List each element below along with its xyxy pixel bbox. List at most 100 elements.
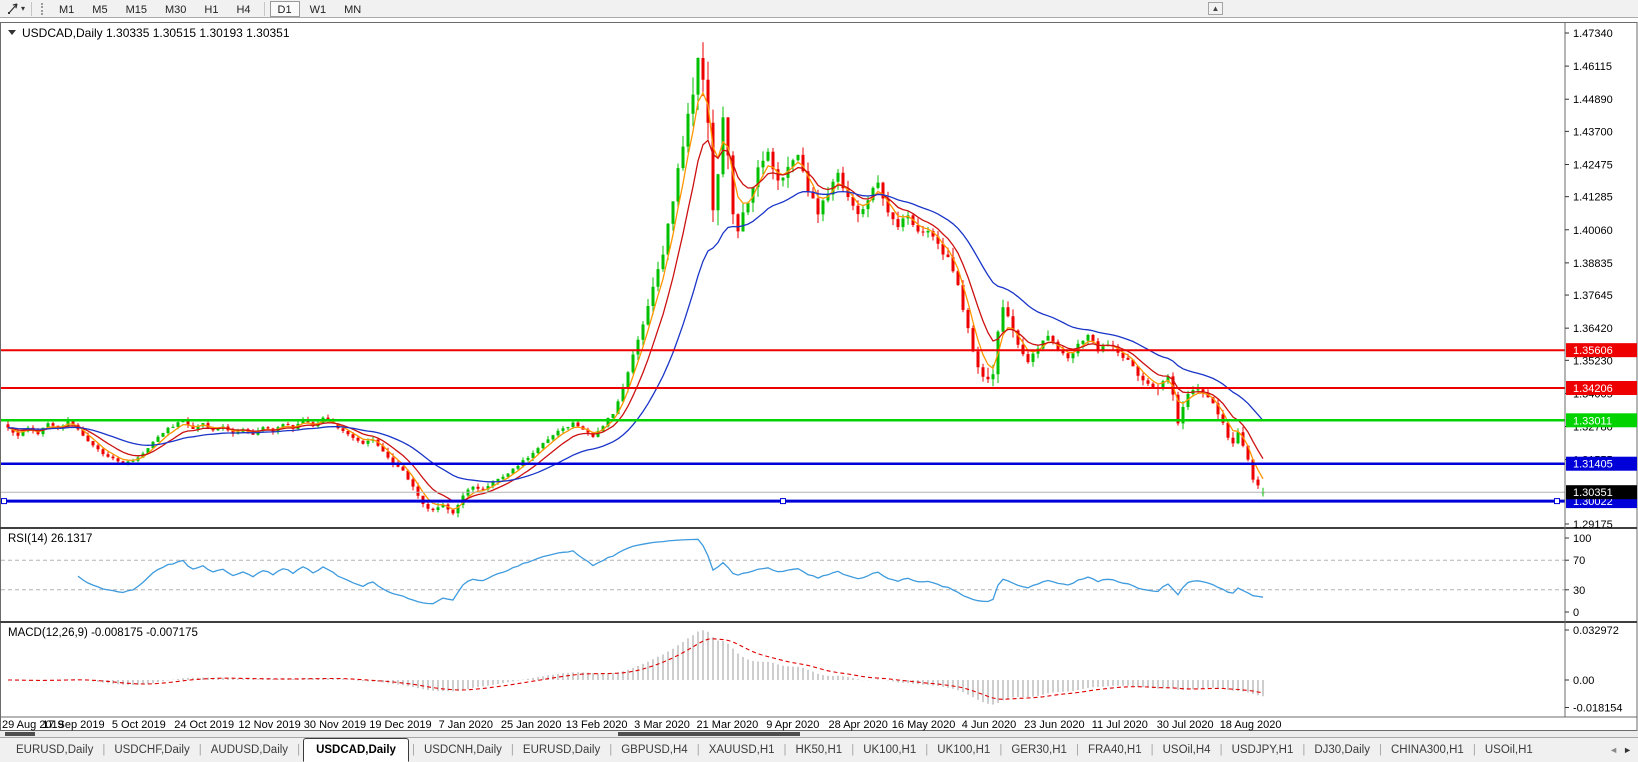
tab-scrollbar-notch[interactable] [5, 732, 35, 736]
tab-scroll-arrows: ◄ ► [1609, 745, 1638, 755]
tab-china300-h1[interactable]: CHINA300,H1 [1390, 744, 1464, 756]
macd-tick-label: 0.00 [1573, 675, 1594, 687]
rsi-line [77, 538, 1264, 605]
rsi-tick-label: 70 [1573, 555, 1585, 567]
level-price-badge [1566, 380, 1637, 395]
level-price-badge [1566, 456, 1637, 471]
tab-separator: | [102, 744, 106, 756]
tab-gbpusd-h4[interactable]: GBPUSD,H4 [621, 744, 688, 756]
tab-uk100-h1[interactable]: UK100,H1 [937, 744, 991, 756]
timeframe-button-w1[interactable]: W1 [309, 3, 327, 16]
rsi-tick-label: 0 [1573, 607, 1579, 619]
tab-scrollbar-thumb[interactable] [618, 732, 800, 736]
tab-separator: | [925, 744, 929, 756]
date-axis-label: 30 Jul 2020 [1157, 719, 1214, 731]
level-price-badge [1566, 343, 1637, 358]
timeframe-button-h4[interactable]: H4 [236, 3, 251, 16]
date-axis-label: 4 Jun 2020 [962, 719, 1016, 731]
tab-separator: | [1075, 744, 1079, 756]
tab-fra40-h1[interactable]: FRA40,H1 [1087, 744, 1142, 756]
timeframe-button-m30[interactable]: M30 [164, 3, 187, 16]
tab-usdchf-daily[interactable]: USDCHF,Daily [114, 744, 190, 756]
level-handle[interactable] [1, 498, 7, 505]
current-price-badge-label: 1.30351 [1573, 487, 1613, 499]
tab-uk100-h1[interactable]: UK100,H1 [863, 744, 917, 756]
tab-eurusd-daily[interactable]: EURUSD,Daily [16, 744, 94, 756]
date-axis-label: 25 Jan 2020 [501, 719, 562, 731]
chart-canvas[interactable]: 1.47340 1.46115 1.44890 1.43700 1.42475 1.412… [0, 0, 1638, 731]
date-axis-label: 24 Oct 2019 [174, 719, 234, 731]
date-axis-label: 19 Dec 2019 [369, 719, 431, 731]
tab-separator: | [851, 744, 855, 756]
level-price-badge-label: 1.31405 [1573, 459, 1613, 471]
current-price-badge [1566, 485, 1637, 500]
mid-ma-line [7, 139, 1264, 503]
macd-tick-label: -0.018154 [1573, 703, 1623, 715]
timeframe-button-d1[interactable]: D1 [269, 0, 300, 17]
date-axis-label: 28 Apr 2020 [829, 719, 888, 731]
chart-tab-bar: EURUSD,Daily | USDCHF,Daily | AUDUSD,Daily | U… [0, 731, 1638, 762]
timeframe-button-m15[interactable]: M15 [125, 3, 147, 16]
toolbar-grip-handle[interactable] [41, 2, 46, 15]
date-axis-label: 23 Jun 2020 [1024, 719, 1085, 731]
chart-window[interactable]: 1.47340 1.46115 1.44890 1.43700 1.42475 1.412… [0, 0, 1638, 731]
tab-usdcnh-daily[interactable]: USDCNH,Daily [423, 744, 502, 756]
level-price-badge-label: 1.34206 [1573, 383, 1613, 395]
price-tick-label: 1.44890 [1573, 94, 1613, 106]
tab-separator: | [999, 744, 1003, 756]
tab-separator: | [1378, 744, 1382, 756]
timeframe-button-h1[interactable]: H1 [204, 3, 219, 16]
timeframe-button-m1[interactable]: M1 [59, 3, 75, 16]
tab-usoil-h4[interactable]: USOil,H4 [1162, 744, 1211, 756]
level-handle[interactable] [1554, 498, 1560, 505]
toolbar-overflow-button[interactable]: ▲ [1208, 2, 1223, 15]
tab-separator: | [1219, 744, 1223, 756]
price-tick-label: 1.40060 [1573, 225, 1613, 237]
price-tick-label: 1.38835 [1573, 258, 1613, 270]
macd-signal-line [8, 638, 1264, 700]
date-axis-label: 5 Oct 2019 [112, 719, 166, 731]
toolbar-separator [31, 1, 33, 16]
price-tick-label: 1.42475 [1573, 159, 1613, 171]
tab-dj30-daily[interactable]: DJ30,Daily [1314, 744, 1370, 756]
date-axis-label: 13 Feb 2020 [566, 719, 628, 731]
tab-scrollbar[interactable] [0, 731, 1638, 737]
price-tick-label: 1.41285 [1573, 192, 1613, 204]
date-axis-label: 18 Aug 2020 [1220, 719, 1282, 731]
tab-separator: | [1150, 744, 1154, 756]
tab-scroll-right-icon[interactable]: ► [1623, 745, 1632, 755]
tab-separator: | [411, 744, 415, 756]
timeframe-button-mn[interactable]: MN [344, 3, 362, 16]
rsi-tick-label: 30 [1573, 585, 1585, 597]
timeframe-button-m5[interactable]: M5 [92, 3, 108, 16]
macd-label: MACD(12,26,9) -0.008175 -0.007175 [8, 627, 198, 639]
bull-candle-wicks [22, 57, 1264, 518]
tab-separator: | [297, 744, 301, 756]
tab-usdcad-daily[interactable]: USDCAD,Daily [303, 738, 409, 762]
cursor-tool-button[interactable]: ▾ [4, 1, 27, 17]
date-axis-label: 16 May 2020 [892, 719, 956, 731]
date-axis-label: 17 Sep 2019 [42, 719, 104, 731]
tab-audusd-daily[interactable]: AUDUSD,Daily [210, 744, 289, 756]
level-handle[interactable] [780, 498, 786, 505]
date-axis-label: 11 Jul 2020 [1092, 719, 1148, 731]
date-axis-label: 29 Aug 2019 [2, 719, 64, 731]
tab-separator: | [609, 744, 613, 756]
tab-xauusd-h1[interactable]: XAUUSD,H1 [708, 744, 775, 756]
tab-ger30-h1[interactable]: GER30,H1 [1011, 744, 1067, 756]
chart-tabs: EURUSD,Daily | USDCHF,Daily | AUDUSD,Daily | U… [0, 737, 1638, 762]
tab-hk50-h1[interactable]: HK50,H1 [795, 744, 843, 756]
top-toolbar: ▾ M1 M5 M15 M30 H1 H4 D1 W1 MN ▲ [0, 0, 1638, 18]
macd-tick-label: 0.032972 [1573, 625, 1619, 637]
tab-eurusd-daily[interactable]: EURUSD,Daily [522, 744, 601, 756]
macd-histogram [12, 630, 1264, 705]
level-price-badge [1566, 413, 1637, 428]
bear-candle-wicks [7, 42, 1259, 516]
price-tick-label: 1.43700 [1573, 126, 1613, 138]
tab-scroll-left-icon[interactable]: ◄ [1609, 745, 1619, 755]
rsi-label: RSI(14) 26.1317 [8, 533, 92, 545]
tab-usdjpy-h1[interactable]: USDJPY,H1 [1231, 744, 1294, 756]
chart-window-border [0, 22, 1638, 731]
chart-collapse-icon[interactable] [8, 30, 16, 35]
tab-usoil-h1[interactable]: USOil,H1 [1484, 744, 1533, 756]
